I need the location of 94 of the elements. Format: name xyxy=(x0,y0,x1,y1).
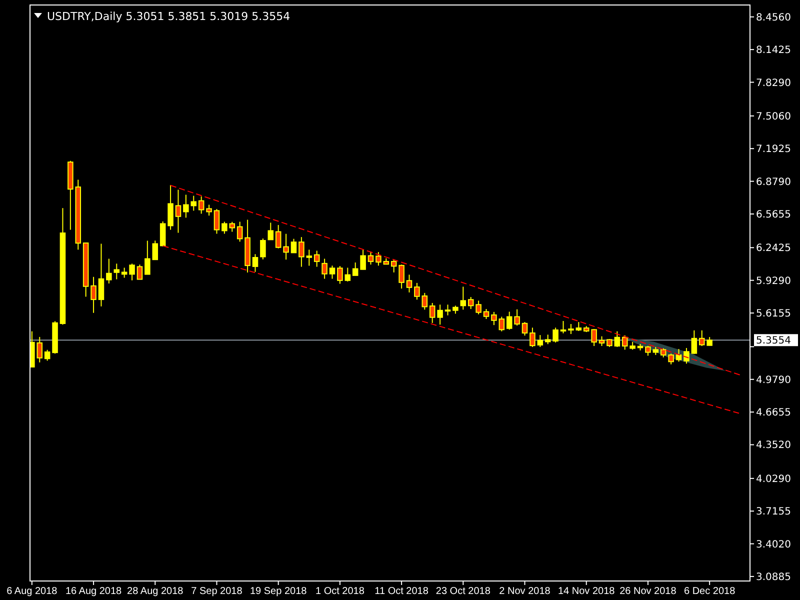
candlestick xyxy=(214,208,220,234)
y-tick-label: 8.1425 xyxy=(756,45,791,56)
y-tick-label: 5.6155 xyxy=(756,308,791,320)
candlestick xyxy=(252,254,258,272)
y-tick-label: 5.9290 xyxy=(756,276,791,287)
candlestick xyxy=(283,233,289,260)
candlestick xyxy=(344,267,351,282)
candlestick xyxy=(537,334,544,348)
candlestick xyxy=(260,238,266,260)
candlestick xyxy=(114,263,120,280)
candlestick xyxy=(468,296,474,310)
x-tick-label: 6 Aug 2018 xyxy=(6,586,58,597)
candlestick xyxy=(160,220,166,247)
x-tick-label: 14 Nov 2018 xyxy=(558,586,616,597)
candlestick xyxy=(314,250,320,268)
y-tick-label: 4.3520 xyxy=(756,440,791,452)
candlestick xyxy=(676,348,682,362)
candlestick xyxy=(498,316,505,332)
x-tick-label: 28 Aug 2018 xyxy=(127,586,184,597)
x-tick-label: 7 Sep 2018 xyxy=(191,586,243,597)
y-tick-label: 7.8290 xyxy=(756,78,791,89)
y-tick-label: 8.4560 xyxy=(756,12,791,24)
candlestick xyxy=(483,308,490,320)
candlestick xyxy=(229,221,236,232)
candlestick xyxy=(106,258,112,284)
candlestick xyxy=(476,300,482,315)
x-tick-label: 16 Aug 2018 xyxy=(65,586,122,597)
candlestick xyxy=(691,330,698,354)
candlestick xyxy=(414,282,420,300)
candlestick xyxy=(684,347,690,364)
candlestick xyxy=(390,258,397,273)
candlestick xyxy=(175,189,182,234)
ref-line-label: 5.3554 xyxy=(756,336,791,347)
x-tick-label: 2 Nov 2018 xyxy=(499,586,551,597)
candlestick xyxy=(322,258,328,280)
y-tick-label: 3.0885 xyxy=(756,572,791,583)
y-tick-label: 3.7155 xyxy=(756,506,791,518)
candlestick xyxy=(337,266,343,284)
candlestick xyxy=(290,238,297,254)
x-tick-label: 23 Oct 2018 xyxy=(436,586,491,597)
candlestick xyxy=(129,263,135,281)
candlestick xyxy=(222,221,228,234)
y-tick-label: 7.5060 xyxy=(756,111,791,122)
candlestick xyxy=(530,327,536,348)
x-tick-label: 6 Dec 2018 xyxy=(684,586,736,597)
candlestick xyxy=(552,327,558,343)
y-tick-label: 6.5655 xyxy=(756,209,791,220)
candlestick xyxy=(376,252,382,266)
candlestick xyxy=(360,249,366,270)
candlestick xyxy=(560,320,566,334)
candlestick xyxy=(168,184,174,230)
candlestick xyxy=(121,267,128,278)
candlestick xyxy=(522,322,528,336)
y-tick-label: 4.6655 xyxy=(756,408,791,419)
candlestick xyxy=(368,252,374,266)
candlestick xyxy=(406,274,412,293)
candlestick xyxy=(429,302,436,324)
x-tick-label: 19 Sep 2018 xyxy=(250,586,308,597)
candlestick xyxy=(136,264,143,280)
candlestick xyxy=(598,336,605,347)
y-tick-label: 4.0290 xyxy=(756,474,791,485)
y-tick-label: 4.9790 xyxy=(756,374,791,386)
candlestick xyxy=(206,204,212,216)
candlestick xyxy=(444,304,451,316)
candlestick xyxy=(198,196,204,214)
candlestick xyxy=(98,243,104,307)
candlestick xyxy=(491,311,497,326)
candlestick xyxy=(275,224,282,249)
candlestick xyxy=(544,334,551,345)
candlestick xyxy=(329,265,336,280)
candlestick xyxy=(614,330,620,348)
candlestick xyxy=(44,349,50,362)
candlestick xyxy=(398,264,404,290)
text: USDTRY,Daily 5.3051 5.3851 5.3019 5.3554 xyxy=(47,10,290,23)
candlestick xyxy=(460,286,466,310)
candlestick xyxy=(352,262,358,276)
candlestick xyxy=(437,304,443,326)
candlestick xyxy=(306,249,312,266)
x-tick-label: 11 Oct 2018 xyxy=(374,586,429,597)
candlestick xyxy=(298,236,304,268)
candlestick xyxy=(506,311,512,330)
y-tick-label: 6.8790 xyxy=(756,176,791,188)
candlestick xyxy=(90,276,96,314)
candlestick xyxy=(645,345,651,356)
y-tick-label: 6.2425 xyxy=(756,243,791,254)
candlestick xyxy=(268,222,274,240)
candlestick xyxy=(422,292,428,310)
y-tick-label: 3.4020 xyxy=(756,539,791,550)
candlestick xyxy=(236,221,243,242)
y-tick-label: 7.1925 xyxy=(756,144,791,156)
x-tick-label: 26 Nov 2018 xyxy=(620,586,677,597)
candlestick xyxy=(568,324,574,335)
candlestick xyxy=(514,308,520,326)
x-tick-label: 1 Oct 2018 xyxy=(315,586,365,597)
